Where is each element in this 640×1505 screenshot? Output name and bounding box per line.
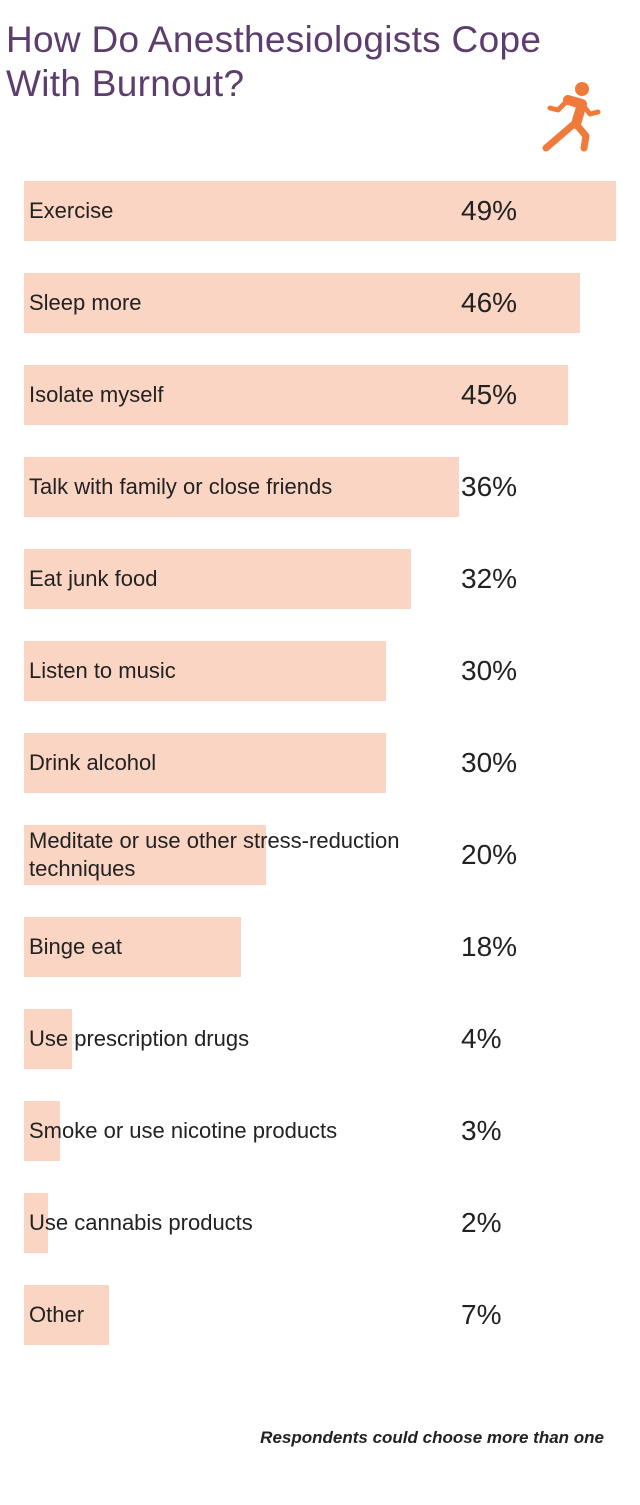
value-label: 49% xyxy=(461,195,518,226)
value-label: 3% xyxy=(461,1115,502,1146)
category-label: Sleep more xyxy=(29,290,142,315)
bar xyxy=(24,1101,61,1161)
bar xyxy=(24,457,459,517)
category-label: Binge eat xyxy=(29,934,122,959)
category-label: Isolate myself xyxy=(29,382,164,407)
category-label: Smoke or use nicotine products xyxy=(29,1118,338,1143)
value-label: 2% xyxy=(461,1207,502,1238)
bar xyxy=(24,917,242,977)
category-label: Use prescription drugs xyxy=(29,1026,250,1051)
value-label: 30% xyxy=(461,747,518,778)
bar xyxy=(24,733,387,793)
bar xyxy=(24,365,568,425)
category-label: Exercise xyxy=(29,198,114,223)
bar xyxy=(24,273,580,333)
category-label: Meditate or use other stress-reduction t… xyxy=(29,828,400,881)
value-label: 7% xyxy=(461,1299,502,1330)
bar xyxy=(24,181,616,241)
bar xyxy=(24,549,411,609)
bar xyxy=(24,1009,73,1069)
value-label: 46% xyxy=(461,287,518,318)
category-label: Use cannabis products xyxy=(29,1210,253,1235)
value-label: 36% xyxy=(461,471,518,502)
footnote: Respondents could choose more than one xyxy=(260,1428,604,1447)
category-label: Eat junk food xyxy=(29,566,158,591)
value-label: 4% xyxy=(461,1023,502,1054)
value-label: 30% xyxy=(461,655,518,686)
category-label: Talk with family or close friends xyxy=(29,474,333,499)
value-label: 45% xyxy=(461,379,518,410)
bar xyxy=(24,641,387,701)
runner-icon xyxy=(542,82,601,152)
value-label: 18% xyxy=(461,931,518,962)
category-label: Other xyxy=(29,1302,85,1327)
value-label: 20% xyxy=(461,839,518,870)
value-label: 32% xyxy=(461,563,518,594)
category-label: Drink alcohol xyxy=(29,750,157,775)
bar xyxy=(24,1285,109,1345)
category-label: Listen to music xyxy=(29,658,176,683)
bar xyxy=(24,1193,49,1253)
chart-title: How Do Anesthesiologists Cope With Burno… xyxy=(6,19,542,104)
bar xyxy=(24,825,266,885)
